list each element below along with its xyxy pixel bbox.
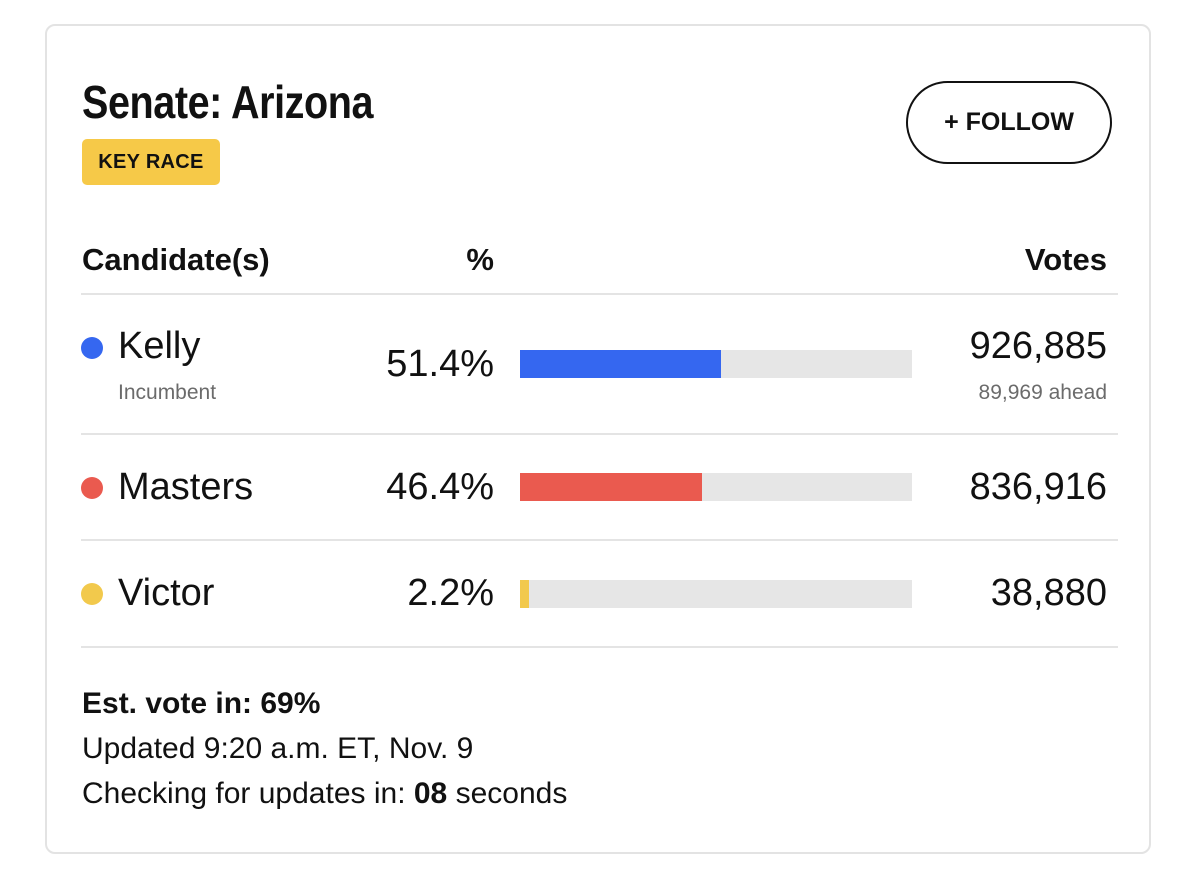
vote-share-bar (520, 350, 912, 378)
row-divider (81, 539, 1118, 541)
candidate-votes: 38,880 (990, 572, 1107, 614)
header-percent: % (466, 242, 494, 277)
party-dot-icon (81, 583, 103, 605)
est-vote-label: Est. vote in: (82, 687, 253, 720)
candidate-name: Kelly (118, 325, 201, 367)
row-divider (81, 433, 1118, 435)
candidate-votes: 836,916 (969, 466, 1107, 508)
candidate-name: Masters (118, 466, 254, 508)
incumbent-label: Incumbent (118, 381, 217, 404)
vote-share-fill (520, 580, 529, 608)
candidate-name: Victor (118, 572, 215, 614)
lead-margin: 89,969 ahead (978, 381, 1107, 404)
party-dot-icon (81, 337, 103, 359)
row-divider (81, 646, 1118, 648)
vote-share-bar (520, 473, 912, 501)
countdown-label: Checking for updates in: (82, 777, 406, 810)
party-dot-icon (81, 477, 103, 499)
key-race-badge: KEY RACE (82, 139, 220, 185)
race-title: Senate: Arizona (82, 76, 374, 128)
header-candidates: Candidate(s) (82, 242, 270, 277)
candidate-percent: 51.4% (386, 343, 494, 385)
countdown-value: 08 (413, 777, 448, 810)
header-divider (81, 293, 1118, 295)
est-vote-in: Est. vote in: 69% (82, 685, 320, 723)
vote-share-fill (520, 473, 702, 501)
follow-button[interactable]: + FOLLOW (906, 81, 1112, 164)
est-vote-value: 69% (260, 687, 321, 720)
updated-time: Updated 9:20 a.m. ET, Nov. 9 (82, 732, 474, 765)
header-votes: Votes (1024, 242, 1107, 277)
update-countdown: Checking for updates in: 08 seconds (82, 775, 567, 813)
countdown-unit: seconds (455, 777, 568, 810)
vote-share-bar (520, 580, 912, 608)
vote-share-fill (520, 350, 722, 378)
candidate-percent: 2.2% (407, 572, 494, 614)
candidate-percent: 46.4% (386, 466, 494, 508)
candidate-votes: 926,885 (969, 325, 1107, 367)
